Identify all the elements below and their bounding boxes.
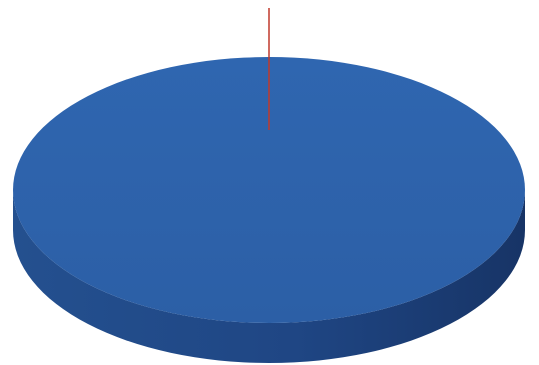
pie-slice-top: [13, 57, 525, 323]
pie-slice-side: [13, 190, 525, 363]
